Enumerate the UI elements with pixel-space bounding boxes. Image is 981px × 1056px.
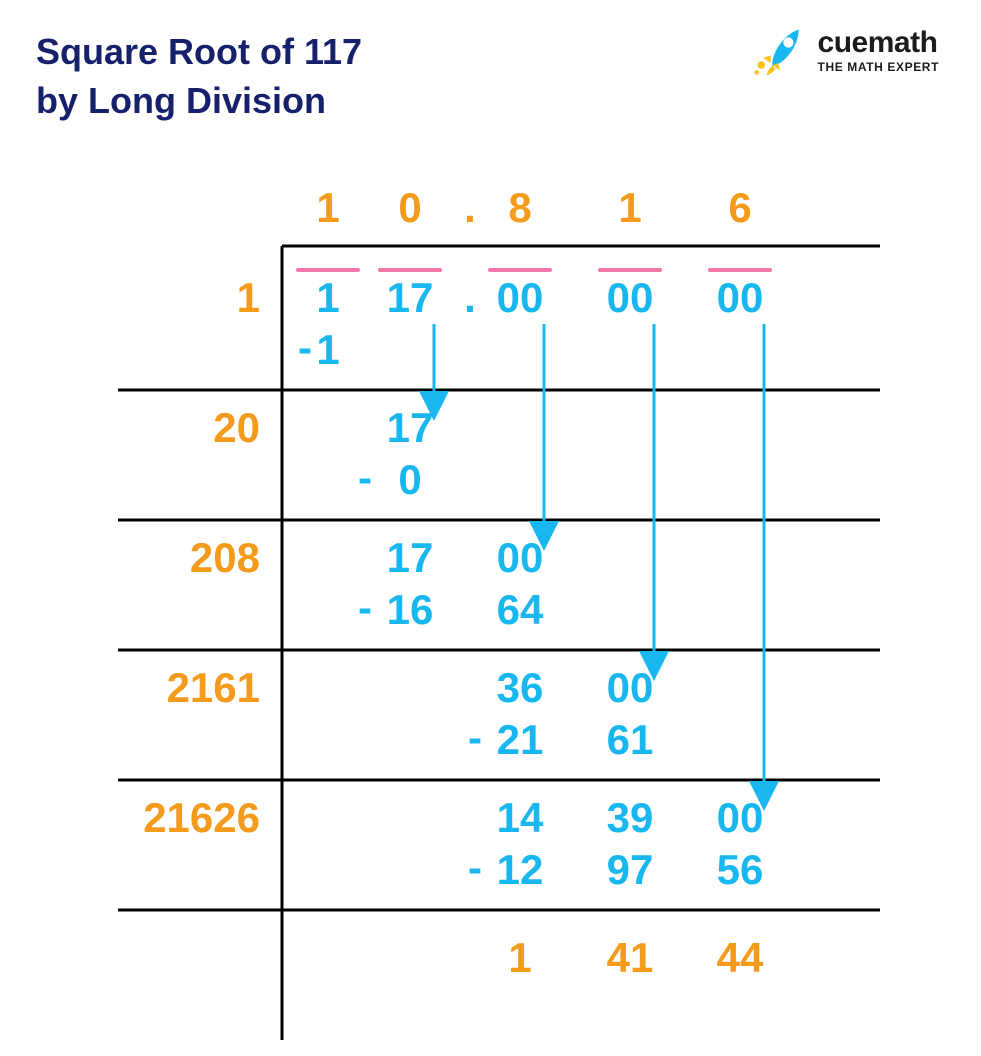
title-line-2: by Long Division (36, 77, 362, 126)
quotient-digit: 8 (483, 184, 557, 232)
sub-cell: 0 (373, 456, 447, 504)
quotient-digit: 1 (291, 184, 365, 232)
remainder-cell: 41 (593, 934, 667, 982)
rocket-icon (752, 22, 808, 78)
minus-sign: - (468, 844, 482, 892)
long-division-diagram: 10.816117000000.1-12017-02081700-1664216… (110, 180, 880, 1040)
work-cell: 17 (373, 404, 447, 452)
minus-sign: - (358, 584, 372, 632)
minus-sign: - (358, 454, 372, 502)
divisor-4: 21626 (143, 794, 260, 842)
dividend-pair: 1 (291, 274, 365, 322)
quotient-digit: 1 (593, 184, 667, 232)
remainder-cell: 44 (703, 934, 777, 982)
page-title: Square Root of 117 by Long Division (36, 28, 362, 125)
brand-logo: cuemath THE MATH EXPERT (752, 22, 939, 78)
minus-sign: - (468, 714, 482, 762)
logo-brand-text: cuemath (818, 26, 939, 60)
work-cell: 00 (703, 794, 777, 842)
sub-cell: 16 (373, 586, 447, 634)
sub-cell: 1 (291, 326, 365, 374)
dividend-pair: 00 (593, 274, 667, 322)
divisor-1: 20 (213, 404, 260, 452)
sub-cell: 21 (483, 716, 557, 764)
work-cell: 00 (593, 664, 667, 712)
work-cell: 14 (483, 794, 557, 842)
divisor-2: 208 (190, 534, 260, 582)
remainder-cell: 1 (483, 934, 557, 982)
sub-cell: 64 (483, 586, 557, 634)
sub-cell: 97 (593, 846, 667, 894)
work-cell: 17 (373, 534, 447, 582)
title-line-1: Square Root of 117 (36, 28, 362, 77)
sub-cell: 61 (593, 716, 667, 764)
divisor-3: 2161 (167, 664, 260, 712)
sub-cell: 56 (703, 846, 777, 894)
sub-cell: 12 (483, 846, 557, 894)
work-cell: 36 (483, 664, 557, 712)
logo-tagline: THE MATH EXPERT (818, 60, 939, 74)
dividend-decimal: . (433, 274, 507, 322)
divisor-0: 1 (237, 274, 260, 322)
work-cell: 00 (483, 534, 557, 582)
quotient-digit: 6 (703, 184, 777, 232)
dividend-pair: 00 (703, 274, 777, 322)
work-cell: 39 (593, 794, 667, 842)
